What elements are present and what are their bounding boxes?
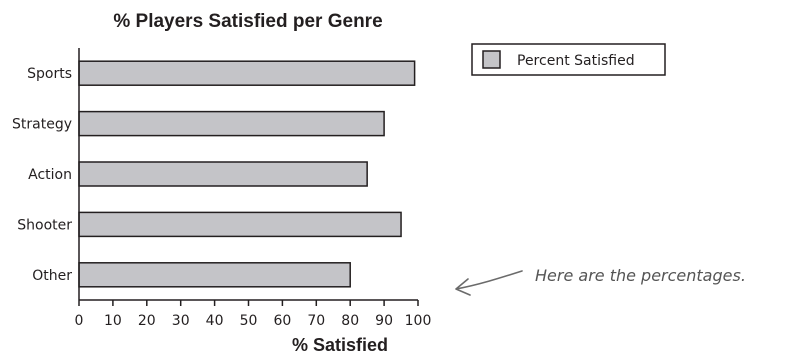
legend-box: [471, 43, 666, 76]
x-tick-label: 60: [273, 313, 291, 329]
x-axis-title: % Satisfied: [292, 335, 388, 355]
x-tick-label: 70: [307, 313, 325, 329]
x-tick-label: 50: [240, 313, 258, 329]
bar-shooter: [78, 211, 402, 238]
bar-other: [78, 262, 351, 288]
x-axis-ticks: 0 10 20 30 40 50 60 70 80 90 100: [75, 300, 432, 329]
category-label-shooter: Shooter: [17, 217, 72, 233]
legend: Percent Satisfied: [471, 43, 666, 76]
category-label-sports: Sports: [27, 66, 72, 82]
annotation: Here are the percentages.: [455, 266, 746, 296]
annotation-text: Here are the percentages.: [535, 266, 746, 285]
bar-strategy: [78, 110, 385, 137]
x-tick-label: 20: [138, 313, 156, 329]
x-tick-label: 80: [341, 313, 359, 329]
bar-sports: [78, 60, 416, 86]
legend-label: Percent Satisfied: [517, 53, 635, 69]
x-tick-label: 90: [375, 313, 393, 329]
chart-title: % Players Satisfied per Genre: [113, 11, 382, 32]
x-tick-label: 0: [75, 313, 84, 329]
bars: [78, 60, 416, 288]
x-tick-label: 10: [104, 313, 122, 329]
y-axis-labels: Sports Strategy Action Shooter Other: [12, 66, 72, 284]
annotation-arrow: [455, 270, 523, 296]
x-tick-label: 100: [405, 313, 432, 329]
x-tick-label: 30: [172, 313, 190, 329]
category-label-strategy: Strategy: [12, 117, 72, 133]
x-tick-label: 40: [206, 313, 224, 329]
category-label-action: Action: [28, 167, 72, 183]
legend-swatch: [482, 50, 501, 69]
category-label-other: Other: [32, 268, 72, 284]
bar-action: [78, 161, 368, 187]
